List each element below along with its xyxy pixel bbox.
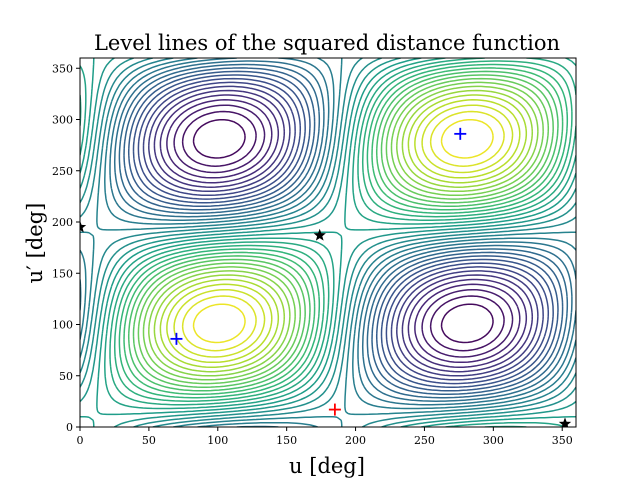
contour-level [80,58,576,427]
contour-level [127,70,559,392]
contour-level [127,70,559,392]
contour-level [192,118,494,344]
contour-level [142,81,544,381]
x-tick-label: 150 [276,434,297,447]
y-tick-label: 50 [59,370,73,383]
y-tick-label: 150 [52,267,73,280]
contour-level [181,110,505,352]
contour-level [118,63,569,399]
x-tick-label: 250 [414,434,435,447]
star-marker [313,228,326,241]
contour-level [159,94,528,368]
contour-level [166,99,521,364]
contour-level [153,89,534,373]
contour-level [153,89,534,373]
contour-level [137,77,550,385]
contour-level [132,74,554,388]
blue-cross-marker [170,332,183,345]
contour-level [159,94,528,368]
contour-level [80,58,576,427]
contour-level [173,104,514,358]
y-tick-label: 100 [52,319,73,332]
x-tick-label: 0 [77,434,84,447]
x-tick-label: 350 [552,434,573,447]
contour-level [137,77,550,385]
y-tick-label: 0 [66,421,73,434]
chart-title: Level lines of the squared distance func… [94,31,560,55]
x-tick-label: 100 [207,434,228,447]
red-cross-marker [328,403,341,416]
contour-level [123,67,564,395]
y-tick-label: 300 [52,114,73,127]
y-axis-label: u′ [deg] [23,203,47,284]
contour-level [142,81,544,381]
star-marker [558,417,572,427]
plot-frame [79,57,577,428]
contour-level [123,67,564,395]
markers [80,127,572,427]
x-axis-label: u [deg] [289,454,365,478]
x-axis: 0 50 100 150 200 250 300 350 [77,427,573,447]
contour-level [173,104,514,358]
contour-level [80,58,576,427]
contour-lines [80,58,576,427]
y-tick-label: 200 [52,216,73,229]
x-tick-label: 200 [345,434,366,447]
contour-level [192,118,494,344]
star-marker [80,220,87,233]
x-tick-label: 300 [483,434,504,447]
contour-level [113,60,573,402]
contour-level [148,85,539,377]
contour-level [113,60,573,402]
blue-cross-marker [454,127,467,140]
contour-level [118,63,569,399]
contour-level [148,85,539,377]
contour-level [132,74,554,388]
contour-level [166,99,521,364]
y-tick-label: 350 [52,62,73,75]
x-tick-label: 50 [142,434,156,447]
y-tick-label: 250 [52,165,73,178]
y-axis: 0 50 100 150 200 250 300 350 [52,62,80,434]
contour-level [181,110,505,352]
